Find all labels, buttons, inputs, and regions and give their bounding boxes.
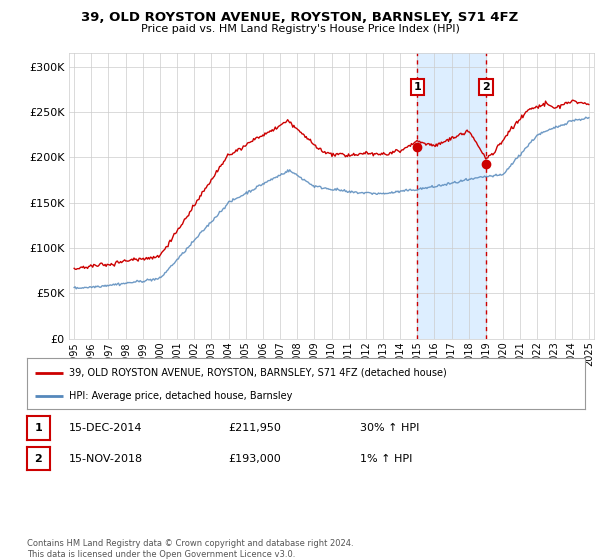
Text: 39, OLD ROYSTON AVENUE, ROYSTON, BARNSLEY, S71 4FZ: 39, OLD ROYSTON AVENUE, ROYSTON, BARNSLE…	[82, 11, 518, 24]
Text: £211,950: £211,950	[228, 423, 281, 433]
Text: 1% ↑ HPI: 1% ↑ HPI	[360, 454, 412, 464]
Text: 15-NOV-2018: 15-NOV-2018	[69, 454, 143, 464]
Text: 39, OLD ROYSTON AVENUE, ROYSTON, BARNSLEY, S71 4FZ (detached house): 39, OLD ROYSTON AVENUE, ROYSTON, BARNSLE…	[69, 367, 446, 377]
Text: Price paid vs. HM Land Registry's House Price Index (HPI): Price paid vs. HM Land Registry's House …	[140, 24, 460, 34]
Text: 1: 1	[413, 82, 421, 92]
Text: 15-DEC-2014: 15-DEC-2014	[69, 423, 143, 433]
Text: £193,000: £193,000	[228, 454, 281, 464]
Text: 30% ↑ HPI: 30% ↑ HPI	[360, 423, 419, 433]
Text: 2: 2	[482, 82, 490, 92]
Text: HPI: Average price, detached house, Barnsley: HPI: Average price, detached house, Barn…	[69, 391, 292, 401]
Text: Contains HM Land Registry data © Crown copyright and database right 2024.
This d: Contains HM Land Registry data © Crown c…	[27, 539, 353, 559]
Text: 2: 2	[35, 454, 42, 464]
Bar	[417, 53, 486, 339]
Text: 1: 1	[35, 423, 42, 433]
